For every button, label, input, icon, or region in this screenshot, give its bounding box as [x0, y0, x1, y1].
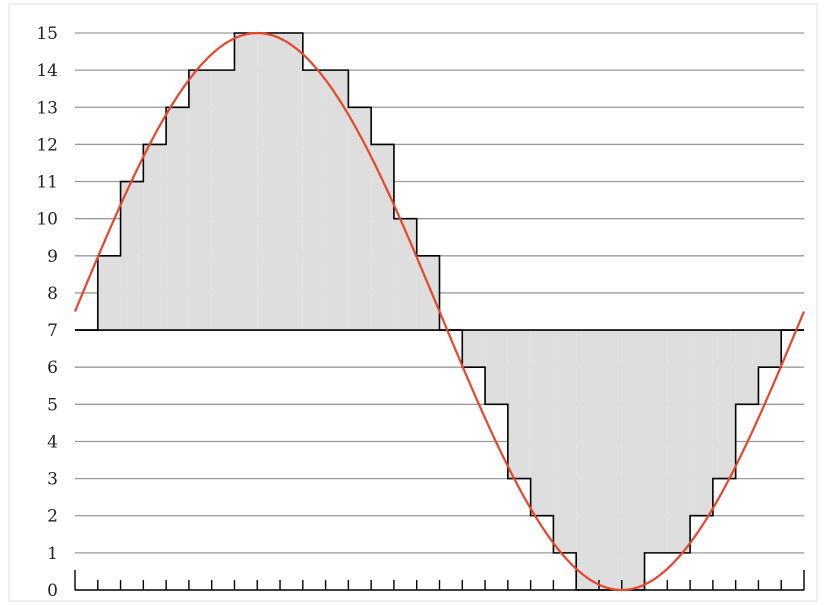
sample-bar-28 — [712, 330, 736, 479]
y-tick-label: 11 — [36, 173, 58, 193]
sample-bar-24 — [621, 330, 645, 590]
sample-bar-1 — [97, 255, 121, 331]
y-tick-label: 13 — [36, 98, 58, 118]
analog-curve — [73, 31, 806, 592]
y-tick-label: 6 — [47, 358, 58, 378]
sample-bar-6 — [211, 70, 235, 331]
y-tick-label: 4 — [47, 432, 58, 452]
sample-bar-10 — [302, 70, 326, 331]
y-tick-label: 3 — [47, 470, 58, 490]
y-tick-label: 12 — [36, 135, 58, 155]
sample-bar-20 — [530, 330, 554, 516]
y-tick-label: 1 — [47, 544, 58, 564]
sine-wave-line — [73, 31, 806, 592]
sample-bar-8 — [257, 33, 281, 331]
sample-bar-5 — [188, 70, 212, 331]
sample-bar-19 — [507, 330, 531, 479]
sample-bar-11 — [325, 70, 349, 331]
sample-bar-12 — [348, 107, 372, 331]
y-tick-label: 8 — [47, 284, 58, 304]
y-tick-label: 7 — [47, 321, 58, 341]
y-tick-label: 9 — [47, 247, 58, 267]
y-tick-label: 2 — [47, 507, 58, 527]
quantized-area — [75, 32, 804, 591]
sample-bar-22 — [576, 330, 599, 590]
sample-bar-21 — [553, 330, 577, 553]
sample-bar-15 — [416, 255, 440, 331]
sample-bar-2 — [120, 181, 144, 331]
sample-bar-7 — [234, 33, 258, 331]
sample-bar-3 — [143, 144, 167, 331]
y-tick-label: 10 — [36, 210, 58, 230]
y-tick-label: 15 — [36, 24, 58, 44]
sample-bar-29 — [735, 330, 759, 405]
sample-bar-9 — [280, 33, 303, 331]
sample-bar-13 — [371, 144, 394, 331]
y-tick-label: 0 — [47, 581, 58, 601]
sample-bar-30 — [758, 330, 782, 368]
sample-bar-17 — [462, 330, 486, 368]
sample-bar-23 — [598, 330, 622, 590]
sample-bar-4 — [166, 107, 189, 331]
y-tick-label: 14 — [36, 61, 58, 81]
sample-bar-18 — [485, 330, 508, 405]
y-tick-label: 5 — [47, 395, 58, 415]
sample-bar-14 — [393, 218, 417, 331]
sample-bar-25 — [644, 330, 668, 553]
sample-bar-27 — [690, 330, 713, 516]
sample-bar-26 — [667, 330, 691, 553]
